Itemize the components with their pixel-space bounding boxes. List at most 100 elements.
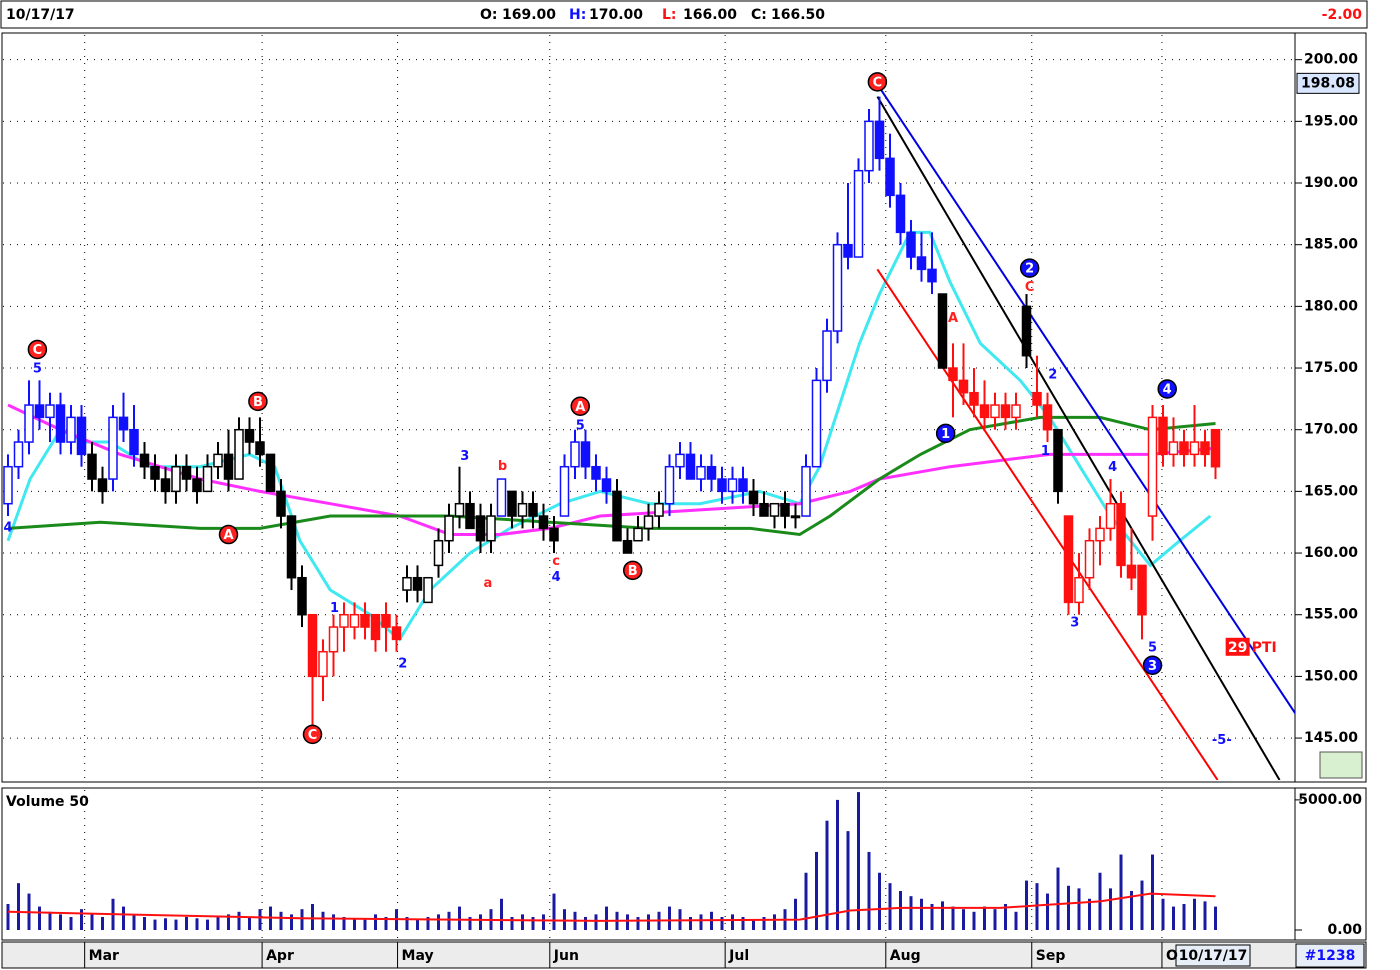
candle-body <box>1000 404 1011 419</box>
candle-body <box>486 515 496 542</box>
last-price-box <box>1296 72 1360 94</box>
volume-bar <box>237 911 241 930</box>
wave-marker <box>248 391 268 412</box>
candle-body <box>979 404 990 419</box>
volume-bar <box>468 916 472 930</box>
volume-bar <box>6 903 10 930</box>
wave-marker <box>867 72 888 92</box>
candle-body <box>108 416 118 480</box>
candle-body <box>748 490 759 505</box>
volume-bar <box>720 916 724 930</box>
candle-body <box>1168 441 1179 456</box>
high-value: 170.00 <box>589 7 643 23</box>
toolbar-icon[interactable] <box>1319 751 1363 779</box>
candle-body <box>150 465 160 480</box>
volume-bar <box>510 916 514 930</box>
volume-bar <box>605 906 608 930</box>
y-tick-label: 195.00 <box>1304 113 1358 129</box>
close-value: 166.50 <box>771 7 825 23</box>
volume-bar <box>185 916 188 930</box>
candle-body <box>916 256 927 271</box>
candle-body <box>580 441 591 468</box>
indicator-name: PTI <box>1252 640 1277 656</box>
candle-body <box>706 465 717 480</box>
candle-body <box>181 465 192 480</box>
volume-bar <box>80 909 83 930</box>
candle-body <box>402 576 412 591</box>
wave-marker <box>1019 258 1040 278</box>
candle-body <box>570 441 580 468</box>
candle-body <box>1084 539 1095 579</box>
volume-bar <box>867 851 871 930</box>
candle-body <box>318 650 328 678</box>
candle-body <box>1032 391 1042 406</box>
candle-body <box>1116 502 1126 567</box>
wave-label: 3 <box>460 449 469 464</box>
candle-body <box>13 441 24 468</box>
candle-body <box>780 502 790 517</box>
wave-label: 3 <box>1148 659 1157 674</box>
volume-bar <box>500 898 503 930</box>
volume-bar <box>342 916 346 930</box>
candle-body <box>433 539 444 567</box>
volume-bar <box>1140 880 1144 930</box>
candle-body <box>1126 564 1137 579</box>
high-label: H: <box>569 7 586 23</box>
candle-body <box>381 613 391 628</box>
volume-panel <box>1 787 1367 941</box>
volume-bar <box>300 909 304 930</box>
candle-body <box>97 478 108 493</box>
wave-marker <box>570 396 590 417</box>
volume-bar <box>1119 854 1123 930</box>
candle-body <box>1074 576 1084 604</box>
candle-body <box>1053 428 1063 493</box>
wave-label: C <box>308 728 318 743</box>
candle-body <box>937 293 948 369</box>
candle-body <box>244 428 255 443</box>
candle-body <box>843 243 853 258</box>
volume-bar <box>1130 890 1133 930</box>
wave-label: a <box>483 576 492 591</box>
wave-label: -5- <box>1212 733 1232 748</box>
wave-marker <box>27 339 48 360</box>
candle-body <box>76 416 87 456</box>
volume-bar <box>416 919 419 930</box>
volume-bar <box>668 906 671 930</box>
candle-body <box>895 194 906 234</box>
candle-body <box>969 391 979 406</box>
cursor-date: 10/17/17 <box>1179 948 1248 964</box>
volume-bar <box>38 906 41 930</box>
volume-bar <box>920 898 923 930</box>
volume-bar <box>594 914 598 930</box>
volume-bar <box>878 872 881 930</box>
volume-bar <box>279 911 283 930</box>
volume-bar <box>1161 898 1165 930</box>
volume-bar <box>930 903 934 930</box>
candle-body <box>717 478 727 493</box>
volume-bar <box>531 916 535 930</box>
wave-label: 1 <box>941 427 950 442</box>
volume-bar <box>825 820 829 930</box>
volume-bar <box>290 914 293 930</box>
wave-label: 5 <box>576 418 585 433</box>
volume-bar <box>815 851 818 930</box>
wave-label: 2 <box>1025 262 1034 277</box>
wave-marker <box>218 524 239 545</box>
wave-label: 2 <box>398 656 407 671</box>
y-tick-label: 165.00 <box>1304 483 1358 499</box>
volume-bar <box>248 916 251 930</box>
candle-body <box>129 428 139 456</box>
wave-label: 4 <box>1163 382 1172 397</box>
candle-body <box>1021 305 1032 357</box>
volume-bar <box>1014 911 1018 930</box>
volume-bar <box>1151 854 1154 930</box>
volume-bar <box>626 914 629 930</box>
candle-body <box>328 626 339 653</box>
candle-body <box>1200 441 1210 456</box>
candle-body <box>1137 564 1147 616</box>
candle-body <box>612 490 622 542</box>
wave-label: 3 <box>1070 616 1079 631</box>
candle-body <box>255 441 265 456</box>
volume-bar <box>1067 885 1070 930</box>
